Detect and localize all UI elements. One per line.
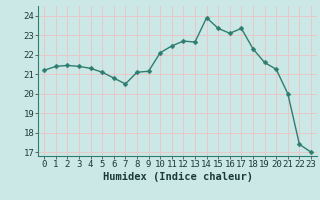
X-axis label: Humidex (Indice chaleur): Humidex (Indice chaleur) bbox=[103, 172, 252, 182]
